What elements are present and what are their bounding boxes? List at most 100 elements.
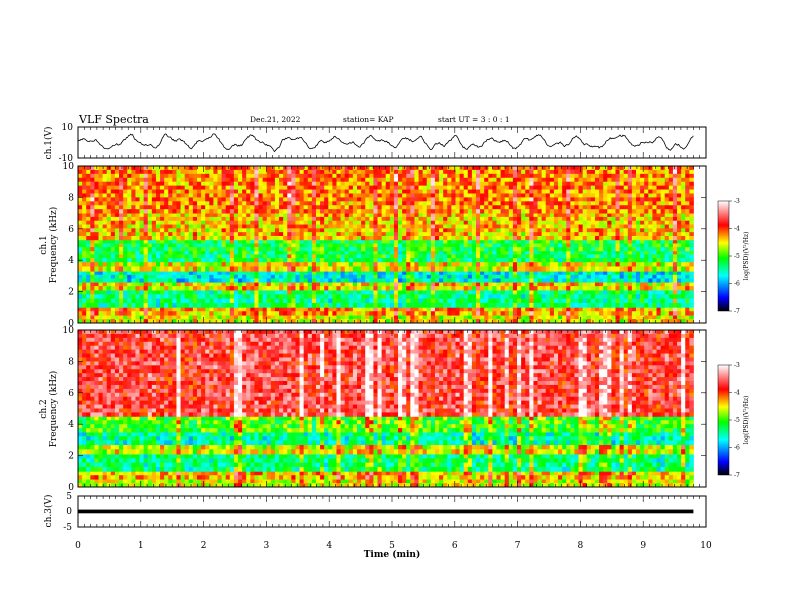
heatmap-cell [447,213,452,218]
heatmap-cell [78,307,83,312]
heatmap-cell [434,220,440,225]
heatmap-cell [615,232,620,237]
heatmap-cell [652,311,657,316]
heatmap-cell [574,261,579,267]
heatmap-cell [656,239,662,244]
heatmap-cell [398,319,403,324]
heatmap-cell [229,261,235,267]
heatmap-cell [143,271,149,276]
heatmap-cell [508,286,514,291]
heatmap-cell [110,224,116,229]
heatmap-cell [250,235,255,241]
heatmap-cell [254,261,259,267]
heatmap-cell [377,239,383,244]
heatmap-cell [512,319,518,324]
heatmap-cell [640,286,645,291]
heatmap-cell [106,266,112,272]
heatmap-cell [283,278,288,283]
heatmap-cell [648,307,653,312]
heatmap-cell [311,294,317,300]
heatmap-cell [279,213,284,218]
heatmap-cell [414,239,419,244]
heatmap-cell [492,286,497,291]
heatmap-cell [549,243,555,248]
heatmap-cell [328,250,333,255]
heatmap-cell [488,298,493,304]
heatmap-cell [131,307,136,312]
heatmap-cell [517,216,522,222]
heatmap-cell [315,247,321,252]
heatmap-cell [480,266,485,272]
heatmap-cell [299,266,305,272]
heatmap-cell [110,243,116,248]
heatmap-cell [418,315,424,320]
heatmap-cell [229,247,235,252]
heatmap-cell [361,228,366,233]
heatmap-cell [258,282,264,287]
heatmap-cell [172,258,177,263]
heatmap-cell [287,302,292,308]
heatmap-cell [131,271,136,276]
heatmap-cell [664,282,670,287]
heatmap-cell [611,271,616,276]
heatmap-cell [147,250,153,255]
heatmap-cell [402,274,407,279]
heatmap-cell [160,247,165,252]
heatmap-cell [238,307,243,312]
heatmap-cell [521,166,526,171]
heatmap-cell [677,278,682,283]
heatmap-cell [389,302,395,308]
heatmap-cell [549,228,555,233]
heatmap-cell [98,261,104,267]
heatmap-cell [689,173,694,179]
heatmap-cell [467,173,473,179]
heatmap-cell [143,319,149,324]
heatmap-cell [533,228,538,233]
heatmap-cell [537,315,543,320]
heatmap-cell [233,173,239,179]
heatmap-cell [463,220,469,225]
heatmap-cell [455,169,460,175]
heatmap-cell [508,261,514,267]
heatmap-cell [578,228,584,233]
heatmap-cell [455,266,460,272]
heatmap-cell [377,173,383,179]
heatmap-cell [196,258,202,263]
heatmap-cell [574,298,579,304]
heatmap-cell [545,271,551,276]
heatmap-cell [439,216,444,222]
heatmap-cell [455,307,460,312]
heatmap-cell [504,315,510,320]
heatmap-cell [123,319,128,324]
heatmap-cell [283,261,288,267]
heatmap-cell [279,243,284,248]
heatmap-cell [414,220,419,225]
heatmap-cell [558,286,563,291]
heatmap-cell [172,228,177,233]
heatmap-cell [361,213,366,218]
heatmap-cell [291,166,296,171]
heatmap-cell [434,250,440,255]
heatmap-cell [648,311,653,316]
heatmap-cell [656,298,662,304]
heatmap-cell [656,290,662,295]
heatmap-cell [151,243,157,248]
heatmap-cell [398,266,403,272]
heatmap-cell [451,258,456,263]
heatmap-cell [685,261,690,267]
heatmap-cell [660,266,666,272]
heatmap-cell [434,294,440,300]
heatmap-cell [106,319,112,324]
heatmap-cell [619,290,625,295]
heatmap-cell [143,258,149,263]
heatmap-cell [246,239,251,244]
heatmap-cell [291,271,296,276]
heatmap-cell [315,169,321,175]
heatmap-cell [369,258,374,263]
heatmap-cell [410,298,415,304]
heatmap-cell [541,216,547,222]
heatmap-cell [250,271,255,276]
heatmap-cell [631,261,637,267]
heatmap-cell [640,258,645,263]
heatmap-cell [201,271,206,276]
